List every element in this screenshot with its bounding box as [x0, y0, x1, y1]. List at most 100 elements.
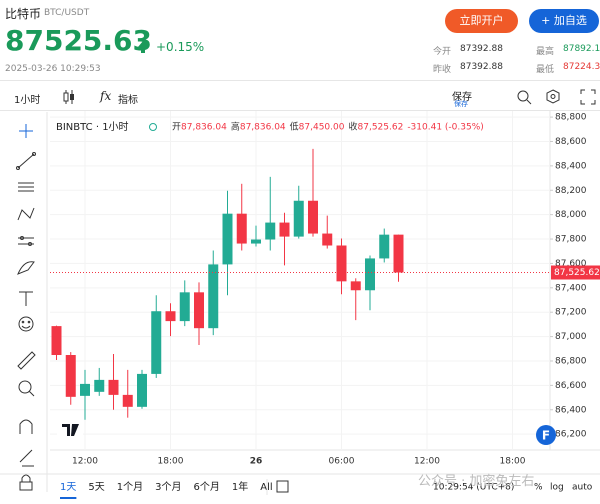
candle-body [350, 281, 361, 291]
y-tick-label: 88,400 [555, 161, 587, 171]
price: 87525.63 [5, 24, 153, 57]
y-tick-label: 87,000 [555, 332, 587, 342]
y-tick-label: 88,600 [555, 137, 587, 147]
stat-label: 今开 [433, 47, 452, 57]
candle-body [179, 292, 190, 322]
legend-label: 收 [348, 121, 357, 133]
x-tick-label: 12:00 [414, 457, 440, 467]
scale-option[interactable]: % [534, 483, 543, 493]
legend-value: 87,836.04 [240, 123, 286, 133]
indicators-button[interactable]: 指标 [118, 95, 138, 106]
candle-body [208, 264, 219, 329]
candle-body [194, 292, 204, 329]
y-tick-label: 86,400 [555, 405, 587, 415]
watermark: 公众号 · 加密兔左右 [418, 474, 535, 489]
stat-label: 最低 [536, 65, 555, 75]
stat-value: 87392.88 [460, 62, 503, 72]
interval-button[interactable]: 1小时 [14, 95, 41, 106]
candle-body [293, 200, 304, 237]
candle-body [151, 311, 162, 374]
candle-body [122, 394, 133, 407]
toolbar-icons[interactable] [515, 88, 600, 106]
legend-label: 低 [290, 121, 299, 133]
candle-body [80, 383, 90, 396]
change: +0.15% [156, 40, 205, 54]
range-button[interactable]: 3个月 [155, 481, 181, 493]
current-price-label: 87,525.62 [554, 268, 600, 278]
y-tick-label: 86,800 [555, 356, 587, 366]
up-arrow [138, 41, 148, 53]
range-button[interactable]: 1个月 [117, 481, 143, 493]
scale-option[interactable]: auto [572, 483, 593, 493]
stat-label: 昨收 [433, 65, 452, 75]
y-tick-label: 87,200 [555, 308, 587, 318]
drawing-toolbar[interactable] [0, 112, 48, 492]
calendar-icon [276, 480, 289, 493]
tv-logo [57, 420, 83, 440]
candle-body [65, 355, 76, 397]
candle-body [137, 373, 147, 407]
y-tick-label: 88,200 [555, 186, 587, 196]
candle-body [393, 234, 404, 273]
candle-body [322, 233, 333, 246]
legend-value: 87,836.04 [181, 123, 227, 133]
candle-body [94, 379, 105, 392]
legend-label: 开 [172, 122, 181, 133]
x-tick-label: 18:00 [158, 457, 184, 467]
y-tick-label: 86,200 [555, 430, 587, 440]
stat-value: 87892.13 [563, 44, 600, 54]
legend-change: -310.41 (-0.35%) [407, 123, 483, 133]
open-account-button[interactable]: 立即开户 [445, 9, 518, 33]
candle-body [279, 222, 290, 237]
range-button[interactable]: 5天 [88, 482, 104, 493]
legend-value: 87,450.00 [299, 123, 345, 133]
stat-value: 87392.88 [460, 44, 503, 54]
chart-type-button[interactable] [62, 89, 76, 105]
divider [0, 80, 600, 81]
range-button[interactable]: All [260, 482, 272, 493]
symbol-label: BINBTC · 1小时 [56, 121, 129, 133]
candle-body [165, 311, 176, 322]
watchlist-button[interactable]: + 加自选 [529, 9, 599, 33]
candle-body [336, 245, 347, 282]
candle-body [265, 222, 276, 240]
stat-value: 87224.39 [563, 62, 600, 72]
asset-name: 比特币 [5, 7, 42, 21]
x-tick-label: 26 [250, 457, 263, 467]
y-tick-label: 88,800 [555, 113, 587, 123]
legend-value: 87,525.62 [358, 123, 404, 133]
x-tick-label: 12:00 [72, 457, 98, 467]
y-tick-label: 86,600 [555, 381, 587, 391]
candle-body [222, 213, 233, 265]
candle-body [365, 258, 375, 291]
y-tick-label: 87,600 [555, 259, 587, 269]
stat-label: 最高 [536, 47, 555, 57]
divider [0, 110, 600, 111]
scale-option[interactable]: log [550, 483, 564, 493]
indicators-icon[interactable]: fx [100, 89, 112, 103]
candle-body [308, 200, 318, 234]
range-button[interactable]: 1天 [60, 482, 76, 493]
range-button[interactable]: 1年 [232, 480, 248, 493]
x-tick-label: 06:00 [329, 457, 355, 467]
y-tick-label: 88,000 [555, 210, 587, 220]
candle-body [51, 326, 62, 356]
badge-label: F [542, 429, 550, 443]
y-tick-label: 87,400 [555, 283, 587, 293]
current-price-box [551, 265, 600, 280]
badge [536, 425, 556, 445]
candle-body [379, 234, 390, 259]
save-button[interactable]: 保存 [452, 92, 472, 103]
y-tick-label: 87,800 [555, 235, 587, 245]
asset-symbol: BTC/USDT [44, 8, 90, 18]
status-dot [149, 123, 157, 131]
range-button[interactable]: 6个月 [194, 481, 220, 493]
candle-body [251, 239, 261, 244]
candle-body [236, 213, 247, 244]
tv-logo-mark [62, 424, 79, 436]
x-tick-label: 18:00 [500, 457, 526, 467]
timestamp: 2025-03-26 10:29:53 [5, 64, 101, 74]
candle-body [108, 379, 119, 395]
